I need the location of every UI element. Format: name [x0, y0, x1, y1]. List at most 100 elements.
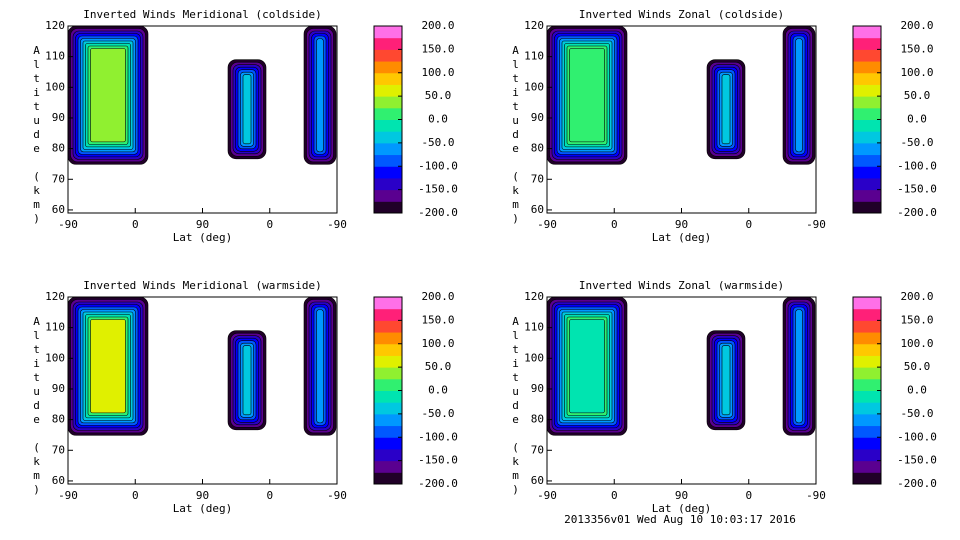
- colorbar-swatch: [374, 201, 402, 214]
- x-tick-label: 0: [611, 218, 618, 231]
- colorbar-tick-label: 100.0: [900, 66, 933, 79]
- colorbar-tick-label: 100.0: [900, 337, 933, 350]
- colorbar-tick-label: -150.0: [418, 183, 458, 196]
- colorbar-swatch: [853, 61, 881, 74]
- y-tick-label: 120: [45, 290, 65, 303]
- chart-title: Inverted Winds Zonal (coldside): [579, 8, 784, 21]
- x-tick-label: 0: [132, 218, 139, 231]
- contour-band: [242, 345, 252, 416]
- colorbar-tick-label: 100.0: [421, 66, 454, 79]
- colorbar-tick-label: -200.0: [897, 477, 937, 490]
- colorbar-swatch: [374, 343, 402, 356]
- x-tick-label: 90: [675, 218, 688, 231]
- colorbar-tick-label: -50.0: [900, 136, 933, 149]
- contour-band: [569, 319, 605, 414]
- colorbar-swatch: [853, 402, 881, 415]
- colorbar-tick-label: -200.0: [897, 206, 937, 219]
- colorbar-swatch: [374, 49, 402, 62]
- x-tick-label: 0: [132, 489, 139, 502]
- y-tick-label: 100: [524, 351, 544, 364]
- x-tick-label: 90: [196, 218, 209, 231]
- colorbar-tick-label: -50.0: [900, 407, 933, 420]
- contour-band: [316, 38, 324, 153]
- x-axis-label: Lat (deg): [652, 231, 712, 244]
- colorbar-swatch: [853, 49, 881, 62]
- colorbar-swatch: [374, 26, 402, 39]
- x-tick-label: -90: [58, 489, 78, 502]
- colorbar-tick-label: 50.0: [425, 360, 452, 373]
- y-tick-label: 60: [531, 474, 544, 487]
- colorbar-swatch: [374, 390, 402, 403]
- y-tick-label: 100: [45, 80, 65, 93]
- colorbar-swatch: [374, 142, 402, 156]
- y-axis-label: Altitude (km): [30, 44, 43, 226]
- colorbar-swatch: [374, 308, 402, 321]
- colorbar-swatch: [853, 119, 881, 132]
- colorbar-tick-label: 100.0: [421, 337, 454, 350]
- colorbar-swatch: [853, 201, 881, 214]
- colorbar-swatch: [374, 72, 402, 85]
- colorbar-tick-label: 0.0: [428, 113, 448, 126]
- colorbar-swatch: [374, 413, 402, 427]
- y-tick-label: 80: [52, 142, 65, 155]
- colorbar-tick-label: 200.0: [900, 290, 933, 303]
- x-tick-label: -90: [806, 218, 826, 231]
- x-tick-label: 0: [745, 489, 752, 502]
- colorbar-tick-label: 200.0: [900, 19, 933, 32]
- colorbar-tick-label: -150.0: [897, 183, 937, 196]
- y-tick-label: 60: [52, 474, 65, 487]
- colorbar-tick-label: -100.0: [418, 430, 458, 443]
- colorbar-tick-label: -200.0: [418, 206, 458, 219]
- x-axis-label: Lat (deg): [173, 231, 233, 244]
- colorbar-swatch: [853, 437, 881, 450]
- colorbar-tick-label: -50.0: [421, 136, 454, 149]
- y-tick-label: 70: [52, 172, 65, 185]
- colorbar-swatch: [374, 177, 402, 191]
- colorbar-swatch: [853, 460, 881, 473]
- y-tick-label: 90: [531, 111, 544, 124]
- colorbar-swatch: [374, 96, 402, 109]
- y-tick-label: 80: [531, 142, 544, 155]
- colorbar-tick-label: 50.0: [904, 89, 931, 102]
- colorbar-swatch: [374, 367, 402, 380]
- colorbar-swatch: [374, 107, 402, 120]
- colorbar-tick-label: 150.0: [900, 42, 933, 55]
- colorbar-swatch: [374, 166, 402, 179]
- colorbar-swatch: [853, 308, 881, 321]
- x-tick-label: 90: [196, 489, 209, 502]
- colorbar-tick-label: -200.0: [418, 477, 458, 490]
- colorbar-swatch: [853, 84, 881, 97]
- colorbar-swatch: [853, 472, 881, 485]
- colorbar-swatch: [374, 297, 402, 310]
- colorbar-swatch: [374, 355, 402, 368]
- colorbar-swatch: [853, 177, 881, 191]
- colorbar-swatch: [374, 472, 402, 485]
- colorbar-tick-label: -150.0: [418, 454, 458, 467]
- footer: 2013356v01 Wed Aug 10 10:03:17 2016: [564, 513, 796, 526]
- colorbar-tick-label: -100.0: [418, 159, 458, 172]
- x-tick-label: -90: [58, 218, 78, 231]
- chart-title: Inverted Winds Zonal (warmside): [579, 279, 784, 292]
- contour-band: [721, 345, 731, 416]
- colorbar-swatch: [853, 332, 881, 345]
- colorbar-swatch: [374, 189, 402, 202]
- colorbar-tick-label: 50.0: [904, 360, 931, 373]
- colorbar-swatch: [853, 297, 881, 310]
- x-tick-label: 90: [675, 489, 688, 502]
- chart-title: Inverted Winds Meridional (warmside): [83, 279, 321, 292]
- y-axis-label: Altitude (km): [509, 44, 522, 226]
- y-tick-label: 110: [45, 321, 65, 334]
- colorbar-swatch: [853, 343, 881, 356]
- colorbar-tick-label: 200.0: [421, 290, 454, 303]
- colorbar-swatch: [374, 61, 402, 74]
- colorbar-tick-label: -100.0: [897, 430, 937, 443]
- colorbar-swatch: [853, 413, 881, 427]
- y-axis-label: Altitude (km): [509, 315, 522, 497]
- colorbar-swatch: [374, 460, 402, 473]
- colorbar-swatch: [853, 107, 881, 120]
- y-tick-label: 80: [52, 413, 65, 426]
- colorbar-swatch: [374, 154, 402, 167]
- colorbar-tick-label: -100.0: [897, 159, 937, 172]
- colorbar-swatch: [853, 189, 881, 202]
- colorbar-tick-label: 150.0: [421, 42, 454, 55]
